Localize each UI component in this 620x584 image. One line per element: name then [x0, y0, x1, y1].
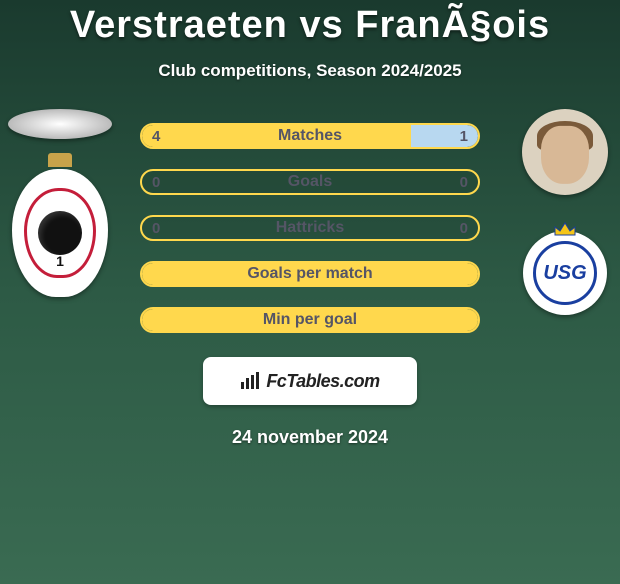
crest-number: 1 [56, 253, 64, 269]
stat-value-right: 1 [460, 128, 468, 145]
portrait-face [541, 126, 589, 184]
brand-text: FcTables.com [266, 371, 379, 392]
stat-label: Matches [278, 127, 342, 145]
left-column: 1 [8, 109, 112, 297]
stat-row: Goals per match [140, 261, 480, 287]
stat-value-left: 0 [152, 220, 160, 237]
infographic-root: Verstraeten vs FranÃ§ois Club competitio… [0, 4, 620, 448]
brand-box: FcTables.com [203, 357, 417, 405]
crown-icon [553, 221, 577, 237]
stat-row: Min per goal [140, 307, 480, 333]
stat-label: Min per goal [263, 311, 357, 329]
date-line: 24 november 2024 [0, 427, 620, 448]
stat-row: 0 0 Goals [140, 169, 480, 195]
player-right-portrait [522, 109, 608, 195]
comparison-bars: 4 1 Matches 0 0 Goals 0 0 Hattricks Goals per mat… [140, 123, 480, 333]
crown-icon [48, 153, 72, 167]
stat-value-right: 0 [460, 174, 468, 191]
stat-value-right: 0 [460, 220, 468, 237]
stat-label: Goals per match [247, 265, 372, 283]
page-title: Verstraeten vs FranÃ§ois [0, 4, 620, 47]
player-left-portrait [8, 109, 112, 139]
bar-chart-icon [240, 372, 262, 390]
antwerp-crest: 1 [12, 169, 108, 297]
stats-area: 1 USG 4 1 Matches 0 0 Goals 0 0 Hattricks Goals p… [0, 123, 620, 333]
football-icon [38, 211, 82, 255]
subtitle: Club competitions, Season 2024/2025 [0, 61, 620, 81]
union-sg-badge: USG [523, 231, 607, 315]
stat-value-left: 4 [152, 128, 160, 145]
crest-ring: 1 [24, 188, 96, 278]
badge-text: USG [533, 241, 597, 305]
stat-label: Hattricks [276, 219, 344, 237]
right-column: USG [522, 109, 608, 315]
stat-row: 4 1 Matches [140, 123, 480, 149]
bar-fill-left [142, 125, 411, 147]
stat-value-left: 0 [152, 174, 160, 191]
stat-label: Goals [288, 173, 332, 191]
stat-row: 0 0 Hattricks [140, 215, 480, 241]
